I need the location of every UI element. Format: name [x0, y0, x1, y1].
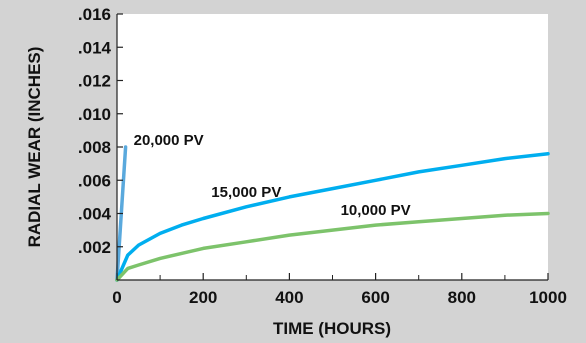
series-line [115, 211, 550, 282]
x-axis-title: TIME (HOURS) [273, 319, 391, 338]
y-tick-label: .008 [78, 138, 111, 157]
x-tick-label: 600 [361, 288, 389, 307]
y-tick-label: .004 [78, 205, 112, 224]
axes-layer: .002 .004 .006 .008 .010 .012 .014 .016 0 200 400 6… [78, 5, 567, 307]
labels-layer: 20,000 PV 15,000 PV 10,000 PV [134, 132, 411, 219]
x-tick-label: 0 [112, 288, 121, 307]
y-tick-label: .006 [78, 171, 111, 190]
y-tick-label: .012 [78, 72, 111, 91]
x-tick-label: 400 [275, 288, 303, 307]
x-tick-label: 200 [189, 288, 217, 307]
series-label: 10,000 PV [341, 202, 411, 219]
plot-area [117, 14, 548, 280]
y-axis-title: RADIAL WEAR (INCHES) [25, 47, 44, 248]
series-line [115, 151, 550, 282]
series-label: 15,000 PV [211, 184, 281, 201]
y-tick-label: .014 [78, 38, 112, 57]
x-tick-label: 800 [448, 288, 476, 307]
series-label: 20,000 PV [134, 132, 204, 149]
y-tick-label: .002 [78, 238, 111, 257]
x-tick-label: 1000 [529, 288, 567, 307]
y-tick-label: .016 [78, 5, 111, 24]
y-tick-label: .010 [78, 105, 111, 124]
